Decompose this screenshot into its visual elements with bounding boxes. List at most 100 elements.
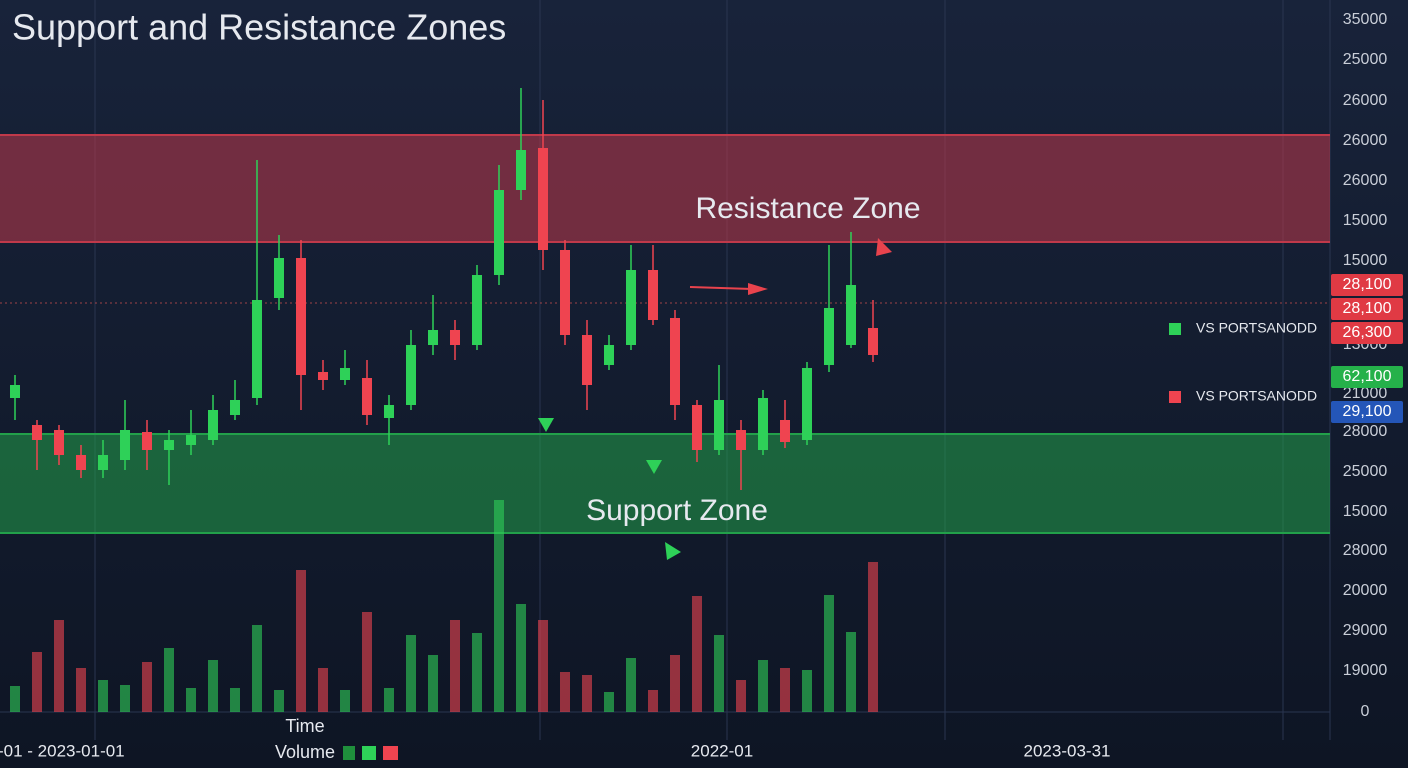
y-tick-label: 25000	[1343, 463, 1388, 480]
zone	[0, 434, 1330, 533]
candle-body	[604, 345, 614, 365]
candle-body	[736, 430, 746, 450]
volume-bar	[428, 655, 438, 712]
zone	[0, 135, 1330, 242]
volume-bar	[648, 690, 658, 712]
volume-bar	[692, 596, 702, 712]
candle-body	[54, 430, 64, 455]
candle-body	[714, 400, 724, 450]
price-badge-label: 26,300	[1343, 324, 1392, 341]
volume-bar	[472, 633, 482, 712]
y-tick-label: 28000	[1343, 423, 1388, 440]
price-badge	[1331, 298, 1403, 320]
volume-bar	[208, 660, 218, 712]
candle-body	[494, 190, 504, 275]
candle-body	[626, 270, 636, 345]
y-tick-label: 26000	[1343, 172, 1388, 189]
y-tick-label: 26000	[1343, 92, 1388, 109]
volume-bar	[516, 604, 526, 712]
zone-label: Support Zone	[586, 494, 768, 527]
candle-body	[186, 435, 196, 445]
volume-bar	[296, 570, 306, 712]
volume-bar	[76, 668, 86, 712]
candle-body	[802, 368, 812, 440]
volume-bar	[164, 648, 174, 712]
chart-title: Support and Resistance Zones	[12, 7, 506, 48]
arrows	[538, 238, 892, 560]
candle-body	[274, 258, 284, 298]
candle-body	[208, 410, 218, 440]
candle-body	[692, 405, 702, 450]
volume-bar	[736, 680, 746, 712]
volume-swatch	[362, 746, 376, 760]
candle-body	[230, 400, 240, 415]
y-tick-label: 28000	[1343, 542, 1388, 559]
volume-bar	[670, 655, 680, 712]
volume-swatch	[383, 746, 398, 760]
y-tick-label: 15000	[1343, 252, 1388, 269]
volume-bar	[318, 668, 328, 712]
candle-body	[450, 330, 460, 345]
volume-bar	[252, 625, 262, 712]
volume-bar	[54, 620, 64, 712]
candle-body	[98, 455, 108, 470]
candle-body	[516, 150, 526, 190]
candle-body	[758, 398, 768, 450]
legend-swatch	[1169, 323, 1181, 335]
candle-body	[76, 455, 86, 470]
candle-body	[296, 258, 306, 375]
volume-bar	[538, 620, 548, 712]
candle-body	[340, 368, 350, 380]
volume-bar	[98, 680, 108, 712]
y-tick-label: 35000	[1343, 11, 1388, 28]
volume-bar	[626, 658, 636, 712]
candle-body	[648, 270, 658, 320]
volume-bar	[758, 660, 768, 712]
price-badge	[1331, 401, 1403, 423]
x-tick-label: 2022-01	[691, 741, 753, 760]
volume-swatch	[343, 746, 355, 760]
candle-body	[384, 405, 394, 418]
candle-body	[318, 372, 328, 380]
grid	[0, 0, 1331, 740]
candle-body	[472, 275, 482, 345]
y-tick-label: 19000	[1343, 662, 1388, 679]
volume-bar	[868, 562, 878, 712]
price-badge-label: 28,100	[1343, 300, 1392, 317]
y-tick-label: 29000	[1343, 622, 1388, 639]
volume-label: Volume	[275, 742, 335, 762]
legend-swatch	[1169, 391, 1181, 403]
volume-bar	[494, 500, 504, 712]
volume-bar	[142, 662, 152, 712]
volume-bar	[802, 670, 812, 712]
y-tick-label: 25000	[1343, 51, 1388, 68]
volume-bar	[186, 688, 196, 712]
volume-bar	[450, 620, 460, 712]
volume-bar	[120, 685, 130, 712]
candle-body	[582, 335, 592, 385]
candle-body	[362, 378, 372, 415]
candle-body	[846, 285, 856, 345]
volume-bar	[406, 635, 416, 712]
y-tick-label: 15000	[1343, 503, 1388, 520]
price-badge	[1331, 274, 1403, 296]
y-tick-label: 15000	[1343, 212, 1388, 229]
volume-bar	[340, 690, 350, 712]
volume-bar	[32, 652, 42, 712]
y-tick-label: 26000	[1343, 132, 1388, 149]
candle-body	[142, 432, 152, 450]
volume-bar	[384, 688, 394, 712]
price-badge-label: 62,100	[1343, 368, 1392, 385]
x-tick-label: -01 - 2023-01-01	[0, 741, 125, 760]
candle-body	[824, 308, 834, 365]
candle-body	[10, 385, 20, 398]
volume-bar	[604, 692, 614, 712]
candle-body	[560, 250, 570, 335]
price-badge	[1331, 366, 1403, 388]
candle-body	[670, 318, 680, 405]
volume-bar	[230, 688, 240, 712]
price-badge-label: 29,100	[1343, 403, 1392, 420]
y-tick-label: 20000	[1343, 582, 1388, 599]
